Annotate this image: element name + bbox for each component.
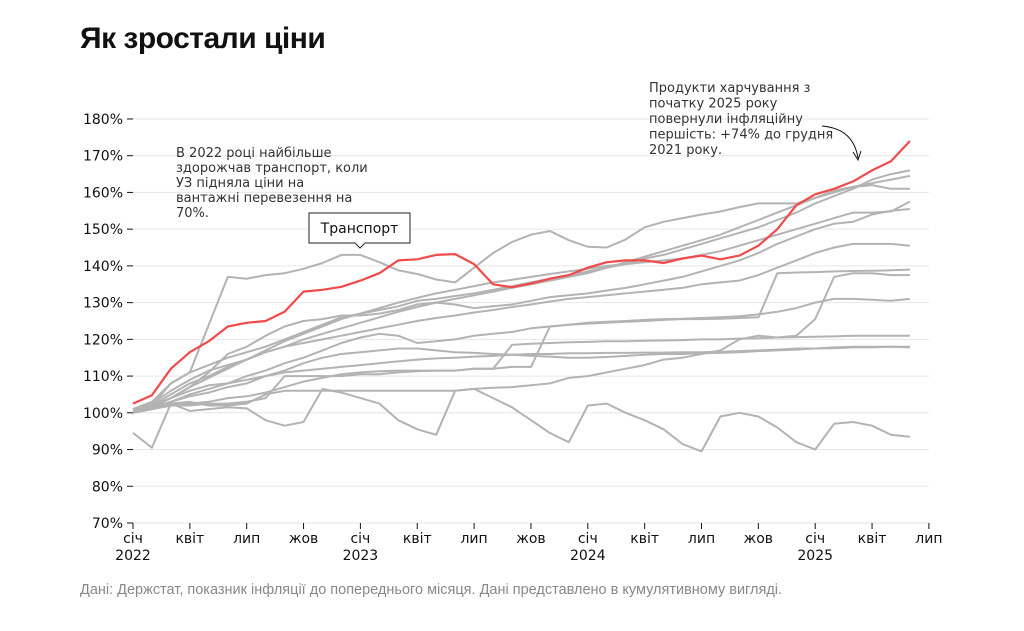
series-line [132,387,911,453]
x-tick-label: лип [915,531,942,547]
y-tick-label: 130% [83,296,123,312]
gridlines [133,118,929,524]
series-line [132,242,910,411]
annotation-transport-text: вантажні перевезення на [176,191,352,206]
annotation-food-text: 2021 року. [649,143,722,158]
annotation-transport-text: УЗ підняла ціни на [176,176,304,191]
x-tick-year-label: 2024 [570,548,606,564]
series-line [132,184,910,411]
x-tick-label: жов [516,531,545,547]
x-tick-label: лип [460,531,487,547]
x-tick-label: квіт [175,531,204,547]
series-lines [132,140,911,453]
tooltip-label: Транспорт [320,221,399,237]
x-tick-label: жов [744,531,773,547]
x-tick-label: січ [123,531,143,547]
annotation-food-text: Продукти харчування з [649,81,811,96]
y-tick-label: 180% [83,112,123,128]
annotation-transport-text: здорожчав транспорт, коли [176,161,368,176]
x-tick-label: квіт [403,531,432,547]
x-tick-label: лип [233,531,260,547]
series-line [132,345,910,414]
y-tick-label: 90% [92,443,123,459]
chart-title: Як зростали ціни [80,22,326,55]
source-note: Дані: Держстат, показник інфляції до поп… [80,582,783,598]
y-tick-label: 170% [83,149,123,165]
arrow-head-icon [852,150,862,162]
annotation-food-text: першість: +74% до грудня [649,128,833,143]
series-line-food [132,140,911,405]
x-tick-year-label: 2023 [343,548,379,564]
series-line [132,272,910,412]
x-tick-label: жов [289,531,318,547]
x-tick-year-label: 2025 [797,548,833,564]
annotation-transport-text: 70%. [176,206,209,221]
x-tick-label: січ [578,531,598,547]
series-line [132,297,911,412]
y-tick-label: 150% [83,222,123,238]
tooltip-box [308,212,411,249]
y-tick-label: 120% [83,332,123,348]
x-tick-label: січ [350,531,370,547]
series-line [132,200,911,411]
y-tick-label: 140% [83,259,123,275]
x-tick-label: квіт [858,531,887,547]
y-tick-label: 160% [83,185,123,201]
series-line [132,208,910,412]
annotation-food-text: повернули інфляційну [649,112,803,127]
x-tick-year-label: 2022 [115,548,151,564]
x-tick-label: січ [805,531,825,547]
series-line [132,174,911,411]
y-tick-label: 80% [92,479,123,495]
y-axis: 70% 80% 90% 100% 110% 120% 130% 140% 150% 160% 170… [83,112,133,532]
y-tick-label: 110% [83,369,123,385]
arrow-icon [821,125,859,159]
annotation-food-text: початку 2025 року [649,97,778,112]
y-tick-label: 70% [92,516,123,532]
x-tick-label: квіт [630,531,659,547]
series-line [132,268,910,414]
annotation-transport-text: В 2022 році найбільше [176,146,331,161]
y-tick-label: 100% [83,406,123,422]
x-tick-label: лип [688,531,715,547]
